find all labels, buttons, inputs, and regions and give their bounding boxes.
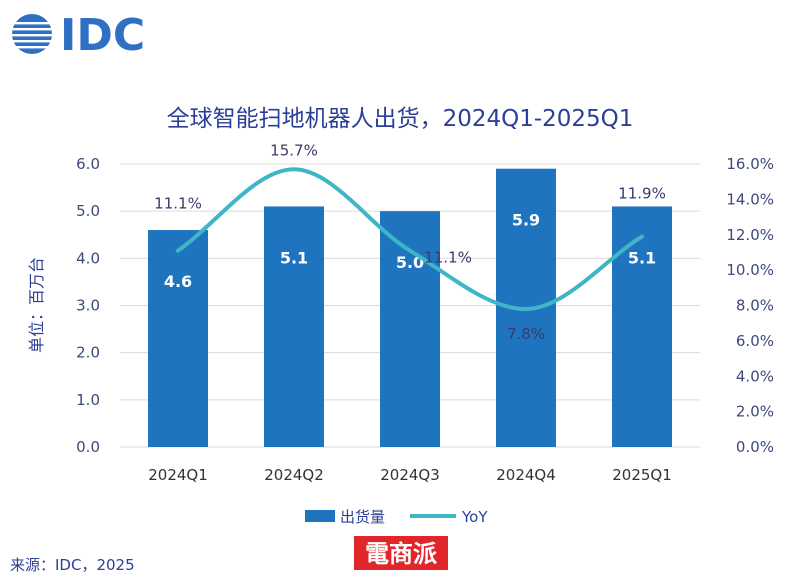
y2-tick-label: 2.0% [736,403,774,421]
bar [612,206,672,447]
bar-value-label: 4.6 [164,272,192,291]
bar [148,230,208,447]
bar-value-label: 5.1 [628,248,656,267]
y2-tick-label: 8.0% [736,297,774,315]
y-axis-label: 单位：百万台 [27,257,46,353]
y-tick-label: 1.0 [76,391,100,409]
yoy-value-label: 11.1% [424,249,472,267]
bar-value-labels: 4.6 5.1 5.0 5.9 5.1 [164,211,656,291]
y-tick-label: 2.0 [76,344,100,362]
yoy-line [176,167,644,312]
bar [264,206,324,447]
bar-value-label: 5.0 [396,253,424,272]
y-axis-tick-labels: 0.0 1.0 2.0 3.0 4.0 5.0 6.0 [76,155,100,456]
legend-bar-label: 出货量 [340,508,385,526]
yoy-line-series [176,167,644,312]
x-axis-tick-labels: 2024Q1 2024Q2 2024Q3 2024Q4 2025Q1 [148,466,672,484]
source-note: 来源：IDC，2025 [10,556,135,574]
y2-axis-tick-labels: 0.0% 2.0% 4.0% 6.0% 8.0% 10.0% 12.0% 14.0% 16.0% [726,155,774,456]
yoy-value-label: 7.8% [507,325,545,343]
y-tick-label: 4.0 [76,249,100,267]
yoy-value-labels: 11.1% 15.7% 11.1% 7.8% 11.9% [154,141,666,343]
y2-tick-label: 16.0% [726,155,774,173]
y-tick-label: 3.0 [76,297,100,315]
idc-logo: IDC [10,10,145,61]
y2-tick-label: 6.0% [736,332,774,350]
y2-tick-label: 10.0% [726,261,774,279]
x-tick-label: 2024Q2 [264,466,324,484]
x-tick-label: 2025Q1 [612,466,672,484]
yoy-value-label: 11.1% [154,195,202,213]
yoy-value-label: 11.9% [618,185,666,203]
bar-value-label: 5.9 [512,211,540,230]
chart-title: 全球智能扫地机器人出货，2024Q1-2025Q1 [167,106,634,132]
legend: 出货量 YoY [305,508,488,526]
y2-tick-label: 12.0% [726,226,774,244]
watermark-stamp: 電商派 [354,536,448,570]
y-tick-label: 0.0 [76,438,100,456]
globe-logo-icon [10,14,54,54]
y-tick-label: 5.0 [76,202,100,220]
watermark-background [354,536,448,570]
y-tick-label: 6.0 [76,155,100,173]
x-tick-label: 2024Q4 [496,466,556,484]
legend-bar-swatch [305,510,335,522]
logo-text: IDC [60,10,145,61]
y2-tick-label: 4.0% [736,367,774,385]
watermark-text: 電商派 [365,539,437,568]
yoy-value-label: 15.7% [270,141,318,159]
y2-tick-label: 0.0% [736,438,774,456]
legend-line-label: YoY [461,508,488,526]
x-tick-label: 2024Q1 [148,466,208,484]
bar [380,211,440,447]
bar-value-label: 5.1 [280,248,308,267]
bar-series [148,168,672,447]
x-tick-label: 2024Q3 [380,466,440,484]
y2-tick-label: 14.0% [726,190,774,208]
